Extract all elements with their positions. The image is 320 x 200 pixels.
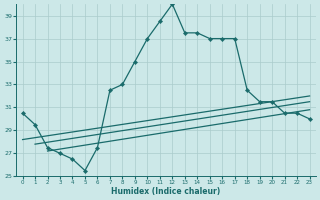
X-axis label: Humidex (Indice chaleur): Humidex (Indice chaleur)	[111, 187, 221, 196]
